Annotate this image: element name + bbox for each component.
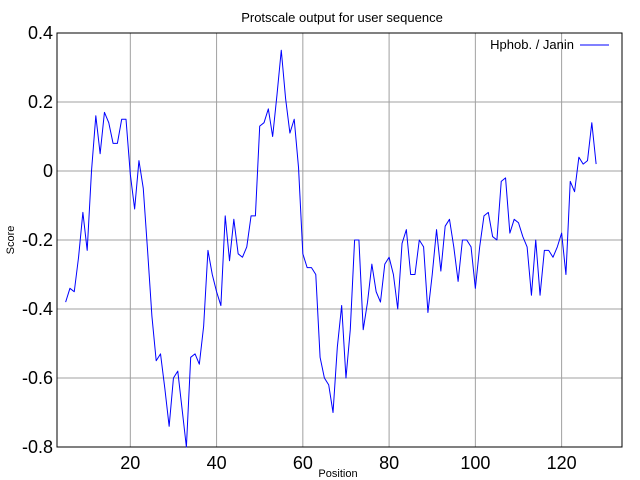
y-tick-label: -0.6: [22, 368, 53, 388]
chart-title: Protscale output for user sequence: [241, 10, 443, 25]
y-tick-label: -0.2: [22, 230, 53, 250]
x-tick-label: 120: [547, 453, 577, 473]
x-tick-label: 100: [460, 453, 490, 473]
legend: Hphob. / Janin: [490, 37, 609, 52]
series-layer: [65, 49, 597, 448]
legend-label: Hphob. / Janin: [490, 37, 574, 52]
axis-ticks: 20 40 60 80 100 120 0.4 0.2 0 -0.2 -0.4 -0.6 -0.8: [22, 23, 577, 473]
y-tick-label: -0.4: [22, 299, 53, 319]
plot-frame: [56, 32, 623, 448]
y-axis-label: Score: [5, 226, 17, 255]
x-tick-label: 20: [120, 453, 140, 473]
x-axis-label: Position: [318, 468, 357, 480]
y-tick-label: 0.2: [28, 92, 53, 112]
y-tick-label: 0: [43, 161, 53, 181]
x-tick-label: 80: [379, 453, 399, 473]
y-tick-label: 0.4: [28, 23, 53, 43]
series-line-0: [65, 49, 597, 448]
x-tick-label: 60: [293, 453, 313, 473]
y-tick-label: -0.8: [22, 437, 53, 457]
x-tick-label: 40: [207, 453, 227, 473]
grid-lines: [57, 33, 622, 447]
